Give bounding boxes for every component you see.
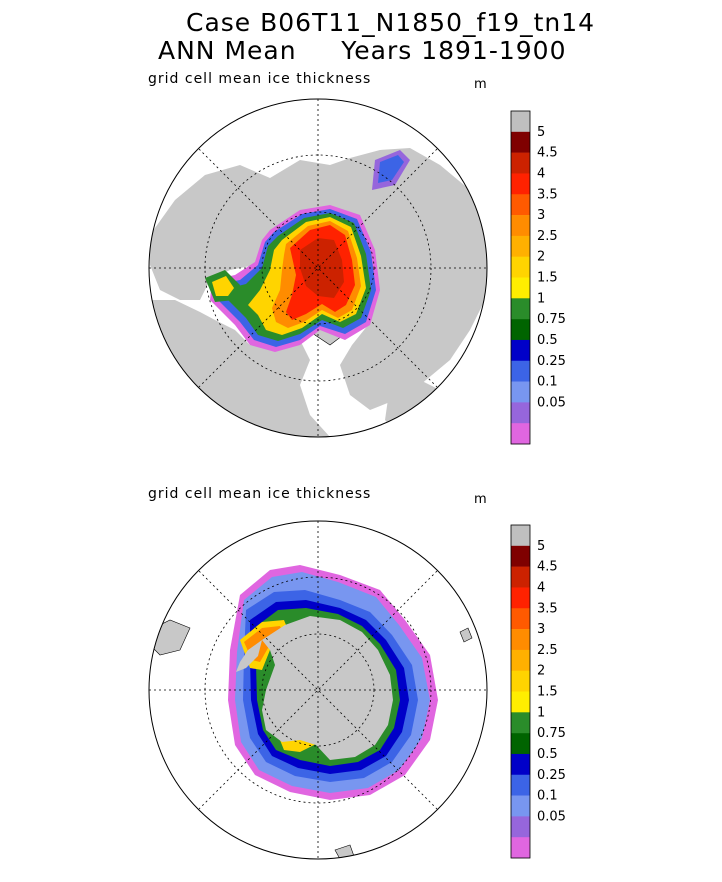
south-land-australia	[459, 627, 473, 643]
north-legend-swatch	[511, 256, 530, 278]
north-legend-label: 0.1	[537, 375, 558, 390]
north-legend-swatch	[511, 131, 530, 153]
south-legend-label: 5	[537, 539, 545, 554]
north-legend-swatch	[511, 152, 530, 174]
north-legend: 5 4.5 4 3.5 3 2.5 2 1.5 1 0.75 0.5 0.25 0.1 0.05	[510, 110, 566, 445]
south-legend-label: 4.5	[537, 560, 558, 575]
north-legend-swatch	[511, 339, 530, 362]
south-land-peninsula	[236, 640, 262, 672]
north-legend-swatch	[511, 402, 530, 424]
north-legend-swatch	[511, 235, 530, 257]
south-legend: 5 4.5 4 3.5 3 2.5 2 1.5 1 0.75 0.5 0.25 0.1 0.05	[510, 524, 566, 859]
north-legend-label: 0.5	[537, 333, 558, 348]
south-legend-swatch	[511, 587, 530, 609]
north-legend-frame	[510, 110, 531, 445]
south-legend-label: 0.5	[537, 747, 558, 762]
north-legend-swatch	[511, 215, 530, 237]
north-legend-label: 4	[537, 166, 545, 181]
north-legend-label: 2.5	[537, 229, 558, 244]
north-ice-okhotsk-core	[378, 155, 404, 183]
north-legend-label: 1.5	[537, 271, 558, 286]
north-legend-swatch	[511, 194, 530, 216]
south-legend-swatch	[511, 545, 530, 567]
south-legend-label: 1	[537, 705, 545, 720]
south-legend-label: 0.05	[537, 809, 566, 824]
south-legend-swatch	[511, 816, 530, 838]
south-legend-label: 3.5	[537, 601, 558, 616]
north-legend-swatch	[511, 423, 530, 445]
case-title: Case B06T11_N1850_f19_tn14	[186, 8, 596, 37]
south-legend-swatch	[511, 691, 530, 713]
period-title: ANN Mean Years 1891-1900	[158, 36, 567, 65]
south-legend-swatch	[511, 525, 530, 547]
north-legend-swatch	[511, 360, 530, 382]
north-legend-label: 3	[537, 208, 545, 223]
south-legend-swatch	[511, 629, 530, 651]
south-legend-label: 0.25	[537, 768, 566, 783]
south-legend-label: 2	[537, 664, 545, 679]
south-legend-swatch	[511, 733, 530, 755]
north-legend-label: 4.5	[537, 146, 558, 161]
south-legend-swatch	[511, 566, 530, 588]
north-land-europe	[385, 380, 470, 437]
south-legend-swatch	[511, 608, 530, 630]
north-legend-label: 0.05	[537, 395, 566, 410]
north-panel-title: grid cell mean ice thickness	[148, 71, 372, 87]
south-polar-map	[148, 520, 488, 860]
north-polar-map	[148, 98, 488, 438]
south-legend-label: 4	[537, 580, 545, 595]
south-legend-swatch	[511, 712, 530, 734]
south-legend-swatch	[511, 837, 530, 859]
north-legend-label: 3.5	[537, 187, 558, 202]
north-legend-label: 5	[537, 125, 545, 140]
north-legend-label: 0.25	[537, 354, 566, 369]
south-legend-swatch	[511, 795, 530, 817]
north-ice-darkred	[300, 238, 344, 298]
south-land-antarctica	[262, 616, 393, 760]
north-legend-swatch	[511, 111, 530, 133]
north-legend-swatch	[511, 277, 530, 299]
south-legend-label: 3	[537, 622, 545, 637]
north-legend-swatch	[511, 381, 530, 403]
south-unit-label: m	[474, 492, 487, 507]
south-legend-swatch	[511, 670, 530, 692]
south-panel-title: grid cell mean ice thickness	[148, 486, 372, 502]
south-legend-label: 0.75	[537, 726, 566, 741]
south-legend-label: 2.5	[537, 643, 558, 658]
south-legend-label: 1.5	[537, 685, 558, 700]
north-legend-swatch	[511, 298, 530, 320]
north-legend-label: 2	[537, 250, 545, 265]
south-legend-swatch	[511, 774, 530, 796]
south-legend-label: 0.1	[537, 789, 558, 804]
south-legend-frame	[510, 524, 531, 859]
north-unit-label: m	[474, 77, 487, 92]
north-legend-swatch	[511, 173, 530, 195]
south-legend-swatch	[511, 649, 530, 671]
north-legend-label: 0.75	[537, 312, 566, 327]
south-legend-swatch	[511, 753, 530, 776]
north-ice-hudson-core	[212, 276, 234, 296]
north-legend-swatch	[511, 319, 530, 341]
north-legend-label: 1	[537, 291, 545, 306]
